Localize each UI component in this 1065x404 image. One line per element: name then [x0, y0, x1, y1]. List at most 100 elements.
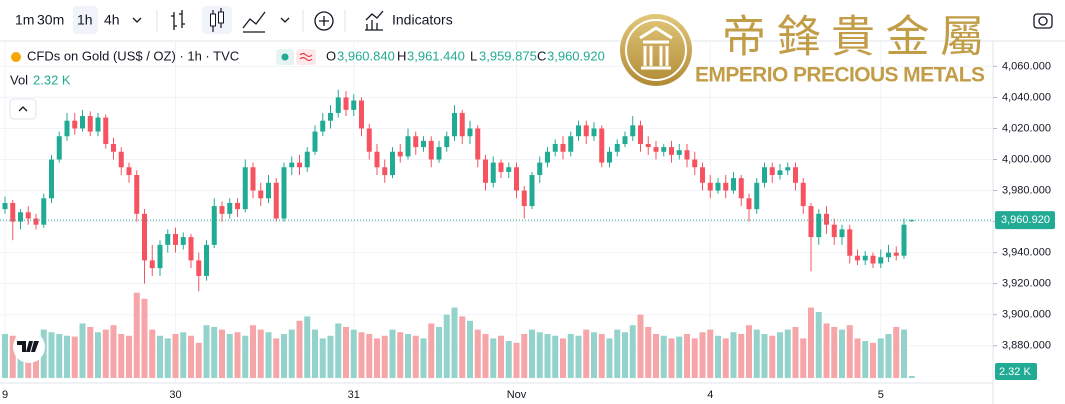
volume-bar [319, 338, 326, 378]
volume-bar [691, 338, 698, 378]
ohlc-letter: L [470, 48, 477, 63]
volume-bar [567, 334, 574, 378]
bars-icon[interactable] [171, 10, 185, 30]
candle-body [560, 143, 566, 152]
candle-body [800, 182, 806, 207]
y-tick-label: 3,880.000 [1002, 340, 1051, 352]
data-status[interactable] [296, 49, 316, 65]
candle-body [188, 237, 194, 261]
volume-bar [405, 334, 411, 378]
candle-body [49, 159, 54, 199]
candle-body [537, 162, 543, 176]
volume-bar [738, 334, 745, 378]
volume-bar [753, 329, 760, 378]
candle-body [653, 147, 659, 152]
candle-body [506, 167, 512, 172]
volume-bar [575, 335, 582, 378]
volume-bar [443, 314, 450, 378]
volume-bar [730, 332, 737, 378]
volume-bar [350, 329, 357, 378]
indicators-icon[interactable] [365, 10, 384, 31]
candle-body [731, 178, 736, 191]
y-tick-label: 4,020.000 [1002, 122, 1051, 134]
candle-body [421, 140, 426, 148]
interval-dropdown[interactable] [132, 17, 142, 23]
candle-body [909, 220, 915, 222]
collapse-button[interactable] [9, 98, 37, 120]
candle-body [870, 255, 876, 264]
volume-bar [335, 323, 342, 378]
volume-bar [521, 334, 528, 378]
candle-body [661, 147, 667, 152]
candle-body [351, 100, 357, 110]
candle-icon[interactable] [218, 11, 224, 24]
candle-body [64, 120, 70, 137]
candle-body [529, 175, 535, 207]
volume-bar [133, 292, 140, 378]
candle-body [545, 151, 550, 163]
candle-body [95, 117, 101, 132]
candle-body [676, 150, 682, 155]
snapshot-button[interactable] [1033, 13, 1053, 29]
volume-bar [699, 332, 706, 378]
candle-body [273, 182, 279, 219]
y-tick-label: 3,980.000 [1002, 184, 1051, 196]
candle-body [242, 167, 248, 210]
volume-bar [226, 334, 233, 378]
volume-bar [552, 335, 559, 378]
interval-button[interactable]: 1h [77, 12, 93, 28]
volume-bar [560, 338, 566, 378]
candle-body [886, 252, 891, 258]
candle-body [762, 167, 767, 183]
candle-body [289, 162, 295, 168]
candle-body [723, 182, 729, 191]
volume-bar [188, 335, 194, 378]
volume-bar [614, 329, 621, 378]
volume-bar [536, 332, 543, 378]
x-tick-label: 4 [707, 389, 713, 401]
emblem-mark [639, 26, 673, 70]
candle-body [397, 151, 403, 157]
candle-body [18, 212, 23, 222]
candle-body [521, 190, 527, 207]
volume-bar [815, 312, 822, 378]
volume-value: 2.32 K [33, 72, 71, 87]
indicators-button[interactable]: Indicators [392, 12, 453, 28]
volume-bar [854, 338, 861, 378]
style-dropdown[interactable] [280, 17, 290, 23]
candle-body [645, 143, 651, 148]
volume-bar [676, 336, 683, 378]
volume-bar [885, 334, 892, 378]
volume-bar [823, 323, 830, 378]
volume-bar [87, 326, 94, 378]
toolbar: 1m 30m 1h 4h Indicators [15, 6, 1053, 34]
candle-icon[interactable] [210, 13, 216, 27]
volume-badge [995, 363, 1037, 380]
volume-bar [784, 329, 791, 378]
volume-bar [482, 334, 489, 378]
volume-bar [800, 338, 807, 378]
interval-button[interactable]: 4h [104, 12, 120, 28]
volume-bar [2, 334, 8, 378]
area-icon[interactable] [242, 11, 266, 33]
candle-body [80, 116, 85, 129]
volume-bar [265, 332, 272, 378]
volume-bar [180, 332, 187, 378]
candle-body [715, 182, 721, 191]
interval-button[interactable]: 30m [37, 12, 64, 28]
volume-bar [645, 326, 652, 378]
candle-body [2, 202, 8, 210]
compare-button[interactable] [314, 11, 334, 31]
candle-body [87, 116, 93, 132]
last-price-label: 3,960.920 [1001, 214, 1050, 226]
status-dot [281, 53, 289, 61]
volume-bar [428, 323, 435, 378]
candle-body [56, 136, 62, 160]
candle-body [374, 151, 380, 168]
volume-bar [327, 335, 334, 378]
volume-bar [598, 334, 605, 378]
ohlc-value: 3,960.840 [337, 48, 395, 63]
candle-body [700, 167, 705, 183]
interval-button[interactable]: 1m [15, 12, 34, 28]
